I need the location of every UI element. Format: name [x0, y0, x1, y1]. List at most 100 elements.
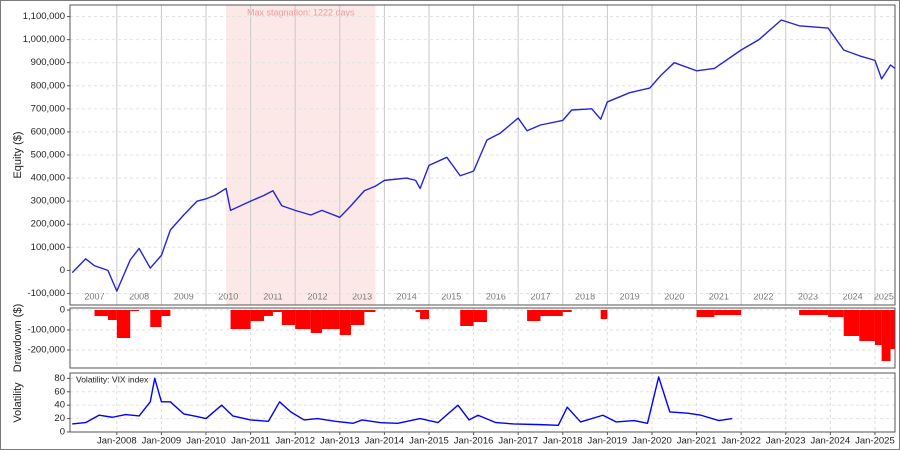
y-tick-label: 900,000 — [31, 57, 65, 68]
x-tick-label: Jan-2008 — [97, 436, 137, 447]
y-tick-label: 800,000 — [31, 80, 65, 91]
drawdown-bar — [130, 310, 140, 311]
year-label: 2025 — [874, 291, 894, 301]
drawdown-bar — [696, 310, 715, 317]
drawdown-bar — [874, 310, 882, 345]
drawdown-bar — [295, 310, 311, 329]
y-tick-label: 0 — [60, 265, 65, 276]
x-tick-label: Jan-2016 — [454, 436, 494, 447]
drawdown-bar — [600, 310, 608, 319]
drawdown-bar — [859, 310, 875, 341]
drawdown-bar — [473, 310, 487, 322]
drawdown-bar — [527, 310, 541, 321]
y-tick-label: 1,100,000 — [23, 11, 65, 22]
y-tick-label: -100,000 — [27, 288, 65, 299]
drawdown-bar — [799, 310, 829, 315]
year-label: 2016 — [486, 291, 506, 301]
year-label: 2022 — [753, 291, 773, 301]
year-label: 2018 — [575, 291, 595, 301]
data-line — [71, 19, 896, 292]
year-label: 2024 — [843, 291, 863, 301]
x-tick-label: Jan-2011 — [231, 436, 270, 447]
x-tick-label: Jan-2009 — [142, 436, 182, 447]
y-tick-label: 0 — [60, 427, 65, 438]
x-tick-label: Jan-2024 — [811, 436, 851, 447]
drawdown-bar — [281, 310, 296, 325]
y-tick-label: 500,000 — [31, 150, 65, 161]
y-tick-label: 300,000 — [31, 196, 65, 207]
year-label: 2023 — [798, 291, 818, 301]
drawdown-bar — [460, 310, 474, 326]
x-tick-label: Jan-2018 — [543, 436, 583, 447]
legend-label: Volatility: VIX index — [76, 374, 149, 384]
year-label: 2014 — [397, 291, 417, 301]
drawdown-bar — [843, 310, 860, 336]
drawdown-bar — [263, 310, 273, 316]
year-label: 2013 — [352, 291, 372, 301]
drawdown-bar — [272, 310, 282, 312]
drawdown-bar — [339, 310, 351, 335]
drawdown-bar — [350, 310, 365, 325]
x-tick-label: Jan-2012 — [275, 436, 315, 447]
x-tick-label: Jan-2020 — [632, 436, 672, 447]
x-tick-label: Jan-2023 — [766, 436, 806, 447]
drawdown-bar — [161, 310, 171, 316]
year-label: 2007 — [85, 291, 105, 301]
year-label: 2012 — [307, 291, 327, 301]
year-label: 2008 — [129, 291, 149, 301]
year-label: 2019 — [620, 291, 640, 301]
y-tick-label: 40 — [54, 400, 65, 411]
year-label: 2015 — [441, 291, 461, 301]
y-axis-title: Drawdown ($) — [12, 304, 24, 372]
drawdown-bar — [116, 310, 131, 338]
y-tick-label: 600,000 — [31, 126, 65, 137]
drawdown-bar — [890, 310, 895, 349]
x-tick-label: Jan-2010 — [186, 436, 226, 447]
x-tick-label: Jan-2022 — [721, 436, 761, 447]
x-tick-label: Jan-2014 — [365, 436, 405, 447]
y-tick-label: 200,000 — [31, 219, 65, 230]
year-label: 2009 — [174, 291, 194, 301]
y-axis-title: Equity ($) — [12, 131, 24, 178]
drawdown-bar — [250, 310, 264, 321]
y-tick-label: 80 — [54, 373, 65, 384]
drawdown-bar — [562, 310, 572, 312]
x-tick-label: Jan-2019 — [588, 436, 628, 447]
year-label: 2010 — [218, 291, 238, 301]
plot-border — [69, 4, 896, 306]
drawdown-bar — [94, 310, 108, 316]
year-label: 2021 — [709, 291, 729, 301]
y-tick-label: 0 — [60, 305, 65, 316]
x-tick-label: Jan-2013 — [320, 436, 360, 447]
y-tick-label: 60 — [54, 386, 65, 397]
plot-border — [69, 307, 896, 369]
y-axis-title: Volatility — [12, 382, 24, 423]
drawdown-bar — [881, 310, 891, 361]
drawdown-bar — [714, 310, 742, 315]
year-label: 2017 — [530, 291, 550, 301]
x-tick-label: Jan-2021 — [677, 436, 717, 447]
y-tick-label: -200,000 — [27, 345, 65, 356]
drawdown-bar — [415, 310, 421, 312]
x-tick-label: Jan-2017 — [498, 436, 538, 447]
y-tick-label: -100,000 — [27, 325, 65, 336]
x-tick-label: Jan-2015 — [409, 436, 449, 447]
drawdown-bar — [828, 310, 844, 317]
drawdown-bar — [420, 310, 429, 319]
drawdown-bar — [540, 310, 563, 316]
drawdown-bar — [150, 310, 162, 327]
drawdown-bar — [107, 310, 117, 320]
drawdown-bar — [364, 310, 376, 312]
stagnation-label: Max stagnation: 1222 days — [247, 7, 355, 17]
y-tick-label: 700,000 — [31, 103, 65, 114]
year-label: 2011 — [263, 291, 282, 301]
drawdown-bar — [230, 310, 251, 329]
y-tick-label: 1,000,000 — [23, 34, 65, 45]
plot-area — [70, 373, 895, 432]
y-tick-label: 400,000 — [31, 173, 65, 184]
drawdown-bar — [310, 310, 322, 333]
data-line — [72, 376, 733, 426]
drawdown-bar — [321, 310, 340, 329]
